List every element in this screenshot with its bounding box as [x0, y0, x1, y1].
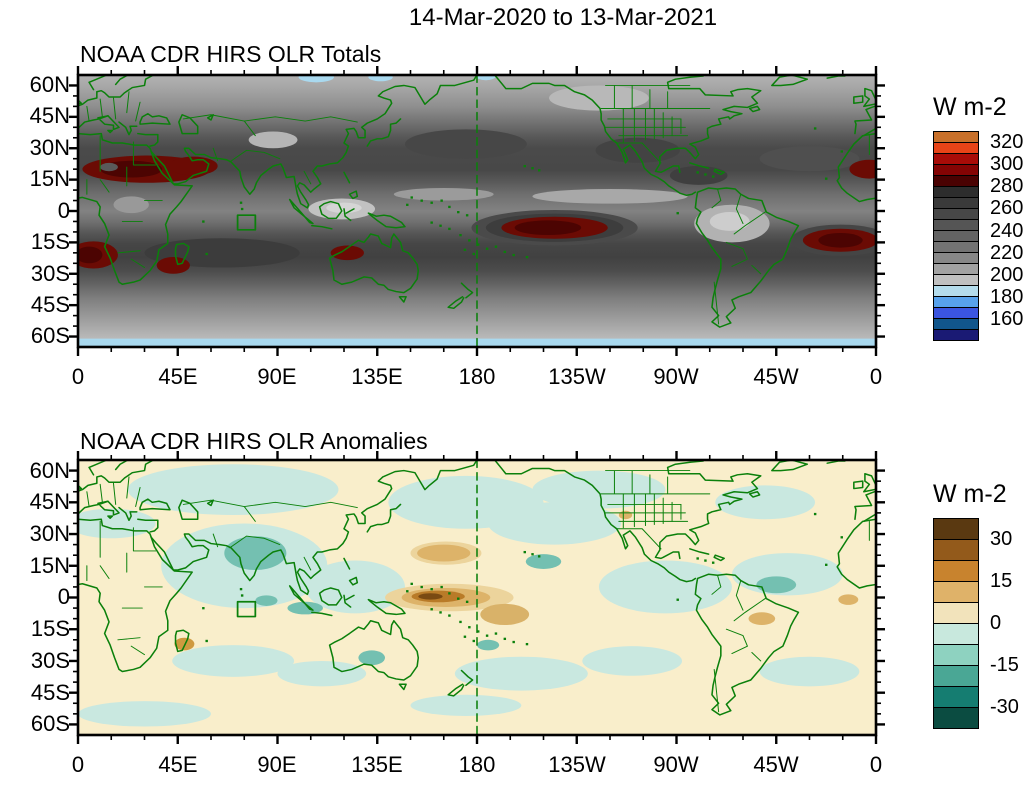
- colorbar-segment: [933, 602, 979, 624]
- colorbar-tick-label: 200: [990, 264, 1024, 286]
- colorbar-segment: [933, 560, 979, 582]
- map-totals-canvas: [78, 75, 876, 347]
- lat-tick-label: 15N: [29, 553, 70, 578]
- lon-tick-label: 180: [458, 752, 496, 777]
- lat-tick-label: 60N: [29, 72, 70, 97]
- lon-tick-label: 45W: [753, 752, 799, 777]
- colorbar-tick-label: 180: [990, 286, 1024, 308]
- colorbar-segment: [933, 644, 979, 666]
- map-anomalies: [69, 451, 885, 744]
- colorbar-tick-label: 220: [990, 242, 1024, 264]
- colorbar-tick-label: -15: [990, 654, 1019, 676]
- lat-tick-label: 30N: [29, 521, 70, 546]
- lon-tick-label: 0: [869, 752, 883, 777]
- lon-tick-label: 0: [869, 364, 883, 389]
- lon-tick-label: 135W: [548, 752, 606, 777]
- map-anomalies-canvas: [78, 460, 876, 735]
- colorbar-segment: [933, 665, 979, 687]
- lon-tick-label: 45E: [158, 752, 198, 777]
- colorbar-tick-label: 320: [990, 131, 1024, 153]
- lat-tick-label: 45S: [30, 680, 70, 705]
- lat-tick-label: 60N: [29, 458, 70, 483]
- lon-tick-label: 135E: [351, 752, 403, 777]
- colorbar-units-anomalies: W m-2: [933, 480, 1007, 508]
- lon-tick-label: 180: [458, 364, 496, 389]
- lon-tick-label: 0: [71, 364, 85, 389]
- lat-tick-label: 15S: [30, 229, 70, 254]
- colorbar-segment: [933, 623, 979, 645]
- lon-tick-label: 135W: [548, 364, 606, 389]
- lon-tick-label: 90E: [257, 364, 297, 389]
- figure-title: 14-Mar-2020 to 13-Mar-2021: [408, 4, 718, 31]
- lat-tick-label: 45N: [29, 103, 70, 128]
- colorbar-segment: [933, 581, 979, 603]
- colorbar-totals: [933, 131, 979, 341]
- map-totals: [69, 66, 885, 356]
- lat-tick-label: 60S: [30, 323, 70, 348]
- colorbar-segment: [933, 539, 979, 561]
- lon-tick-label: 90E: [257, 752, 297, 777]
- colorbar-tick-label: 15: [990, 570, 1013, 592]
- lon-tick-label: 0: [71, 752, 85, 777]
- colorbar-segment: [933, 518, 979, 540]
- colorbar-tick-label: 0: [990, 612, 1002, 634]
- lat-tick-label: 30N: [29, 135, 70, 160]
- lon-tick-label: 45W: [753, 364, 799, 389]
- colorbar-segment: [933, 707, 979, 729]
- colorbar-tick-label: 160: [990, 308, 1024, 330]
- colorbar-tick-label: 300: [990, 153, 1024, 175]
- colorbar-segment: [933, 329, 979, 341]
- lat-tick-label: 45S: [30, 292, 70, 317]
- colorbar-units-totals: W m-2: [933, 93, 1007, 121]
- lon-tick-label: 90W: [653, 752, 699, 777]
- lat-tick-label: 30S: [30, 261, 70, 286]
- colorbar-tick-label: -30: [990, 696, 1019, 718]
- lon-tick-label: 45E: [158, 364, 198, 389]
- colorbar-tick-label: 240: [990, 220, 1024, 242]
- panel-title-totals: NOAA CDR HIRS OLR Totals: [80, 41, 382, 67]
- colorbar-anomalies: [933, 518, 979, 729]
- lat-tick-label: 15N: [29, 166, 70, 191]
- lat-tick-label: 15S: [30, 616, 70, 641]
- colorbar-tick-label: 260: [990, 197, 1024, 219]
- colorbar-tick-label: 30: [990, 528, 1013, 550]
- colorbar-tick-label: 280: [990, 175, 1024, 197]
- lon-tick-label: 90W: [653, 364, 699, 389]
- lat-tick-label: 0: [57, 198, 70, 223]
- lat-tick-label: 0: [57, 584, 70, 609]
- panel-title-anomalies: NOAA CDR HIRS OLR Anomalies: [80, 428, 428, 454]
- colorbar-segment: [933, 686, 979, 708]
- lon-tick-label: 135E: [351, 364, 403, 389]
- lat-tick-label: 60S: [30, 711, 70, 736]
- lat-tick-label: 45N: [29, 489, 70, 514]
- lat-tick-label: 30S: [30, 648, 70, 673]
